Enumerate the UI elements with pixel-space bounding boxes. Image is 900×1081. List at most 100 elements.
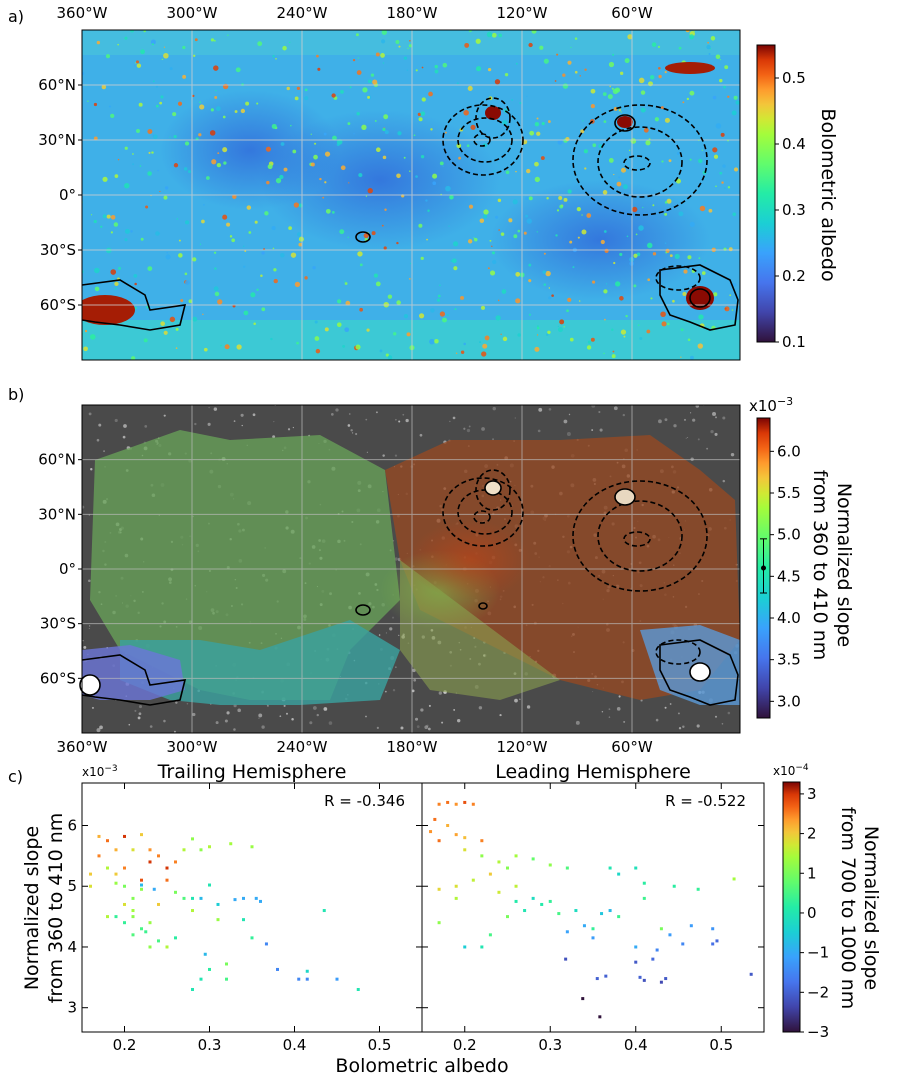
surface-feature — [359, 307, 364, 312]
surface-feature — [270, 337, 273, 341]
surface-feature — [715, 416, 717, 419]
surface-feature — [576, 207, 581, 212]
scatter-point — [437, 802, 441, 806]
surface-feature — [434, 64, 439, 69]
surface-feature — [389, 627, 393, 631]
scatter-point — [581, 997, 585, 1001]
surface-feature — [536, 231, 538, 233]
surface-feature — [215, 721, 219, 725]
surface-feature — [344, 282, 348, 285]
trailing-scatter — [89, 833, 360, 991]
albedo-map-contours — [81, 97, 739, 331]
latitude-labels-b: 60°N 30°N 0° 30°S 60°S — [38, 451, 82, 687]
surface-feature — [500, 333, 502, 335]
surface-feature — [438, 691, 442, 695]
scatter-point — [157, 939, 160, 943]
surface-feature — [330, 413, 334, 416]
surface-feature — [728, 247, 733, 252]
surface-feature — [323, 132, 327, 136]
surface-feature — [158, 232, 161, 235]
colorbar-tick-label: −3 — [807, 1023, 829, 1041]
surface-feature — [233, 420, 236, 422]
surface-feature — [689, 158, 692, 161]
surface-feature — [82, 505, 85, 509]
surface-feature — [298, 242, 303, 247]
scatter-point — [131, 915, 135, 919]
surface-feature — [206, 176, 210, 180]
scatter-point — [123, 884, 126, 888]
surface-feature — [130, 230, 133, 233]
surface-feature — [356, 112, 360, 116]
surface-feature — [184, 272, 188, 276]
scatter-point — [356, 987, 360, 991]
scatter-point — [668, 933, 672, 937]
surface-feature — [658, 74, 662, 79]
scatter-point — [711, 927, 715, 931]
surface-feature — [633, 253, 638, 258]
surface-feature — [356, 70, 362, 75]
surface-feature — [134, 306, 137, 310]
colorbar-tick-label: 0.1 — [782, 333, 806, 351]
surface-feature — [294, 96, 299, 101]
surface-feature — [676, 152, 680, 155]
surface-feature — [418, 223, 423, 228]
surface-feature — [240, 413, 244, 417]
surface-feature — [614, 281, 621, 287]
surface-feature — [664, 117, 670, 123]
surface-feature — [640, 90, 646, 95]
surface-feature — [491, 32, 497, 38]
surface-feature — [572, 266, 575, 269]
surface-feature — [456, 143, 462, 149]
surface-feature — [155, 104, 159, 108]
surface-feature — [210, 108, 214, 112]
surface-feature — [203, 204, 205, 206]
surface-feature — [729, 294, 732, 297]
surface-feature — [272, 55, 275, 58]
surface-feature — [455, 352, 458, 355]
surface-feature — [612, 88, 619, 95]
surface-feature — [687, 255, 692, 260]
surface-feature — [331, 93, 336, 98]
surface-feature — [637, 324, 640, 326]
scatter-point — [548, 863, 552, 867]
surface-feature — [526, 705, 531, 709]
surface-feature — [151, 43, 154, 46]
surface-feature — [476, 66, 482, 72]
surface-feature — [661, 321, 667, 327]
scatter-point — [225, 977, 228, 981]
scatter-point — [454, 884, 458, 888]
surface-feature — [161, 58, 164, 61]
surface-feature — [90, 214, 93, 216]
surface-feature — [660, 311, 666, 318]
surface-feature — [450, 260, 453, 262]
surface-feature — [254, 220, 258, 224]
surface-feature — [523, 231, 527, 235]
scatter-point — [429, 830, 433, 834]
surface-feature — [682, 101, 685, 104]
slope-map — [82, 405, 740, 733]
surface-feature — [213, 286, 219, 292]
surface-feature — [256, 102, 259, 105]
surface-feature — [479, 218, 485, 224]
surface-feature — [723, 85, 727, 89]
surface-feature — [695, 405, 700, 408]
surface-feature — [497, 299, 500, 302]
surface-feature — [620, 111, 622, 113]
surface-feature — [578, 300, 581, 302]
surface-feature — [199, 104, 205, 110]
surface-feature — [324, 327, 329, 332]
scatter-point — [297, 977, 301, 981]
surface-feature — [90, 468, 93, 471]
scatter-point — [208, 845, 211, 849]
longitude-tick-label: 120°W — [497, 4, 548, 22]
surface-feature — [108, 105, 112, 108]
scatter-point — [437, 887, 441, 891]
scatter-point — [681, 942, 685, 946]
leading-scatter — [429, 800, 753, 1019]
scatter-point — [659, 980, 663, 984]
surface-feature — [134, 64, 136, 67]
surface-feature — [449, 420, 451, 423]
scatter-point — [250, 845, 254, 849]
surface-feature — [602, 190, 608, 195]
surface-feature — [256, 288, 259, 292]
